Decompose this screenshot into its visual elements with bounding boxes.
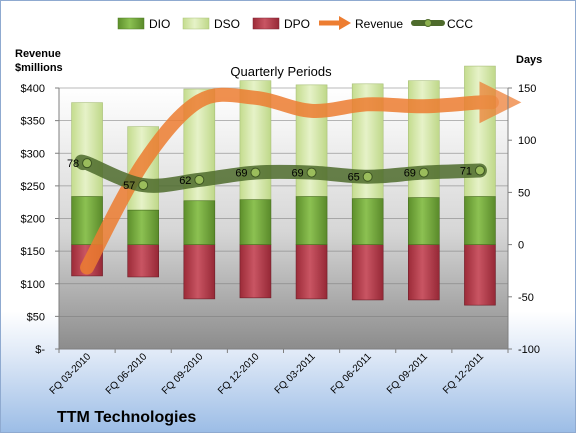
company-name: TTM Technologies (57, 409, 196, 426)
dpo-bar (239, 244, 272, 299)
ccc-point (138, 180, 149, 191)
left-tick-label: $300 (21, 148, 45, 160)
dpo-bar (295, 244, 328, 300)
ccc-point (418, 167, 429, 178)
category-label: FQ 06-2010 (104, 351, 150, 397)
legend: DIO DSO DPO Revenue CCC (117, 16, 473, 31)
right-tick-label: 150 (518, 83, 536, 95)
ccc-point (194, 174, 205, 185)
svg-text:DPO: DPO (284, 17, 310, 31)
right-tick-label: -100 (518, 344, 540, 356)
data-labels: 78 57 62 69 69 65 69 71 (67, 158, 472, 192)
dio-bar (183, 200, 216, 245)
category-label: FQ 03-2011 (273, 351, 318, 396)
left-tick-label: $200 (21, 214, 45, 226)
ccc-point (306, 167, 317, 178)
right-tick-label: 100 (518, 135, 536, 147)
ccc-data-label: 71 (460, 165, 472, 177)
right-tick-label: 50 (518, 187, 530, 199)
line-series (74, 81, 522, 275)
left-tick-label: $150 (21, 246, 45, 258)
ccc-data-label: 57 (123, 180, 135, 192)
category-label: FQ 03-2010 (48, 351, 94, 397)
svg-text:CCC: CCC (447, 17, 473, 31)
category-label: FQ 12-2010 (216, 351, 262, 397)
category-label: FQ 09-2011 (385, 351, 430, 396)
left-axis-title-line2: $millions (15, 62, 63, 74)
left-tick-label: $100 (21, 279, 45, 291)
right-axis-title: Days (516, 54, 542, 66)
dpo-bar (464, 244, 496, 306)
left-tick-label: $400 (21, 83, 45, 95)
left-tick-label: $- (35, 344, 45, 356)
category-label: FQ 06-2011 (329, 351, 374, 396)
dio-bar (127, 209, 159, 245)
dio-bar (464, 196, 496, 245)
dpo-bar (408, 244, 440, 301)
ccc-data-label: 78 (67, 158, 79, 170)
ccc-data-label: 65 (348, 172, 360, 184)
dpo-bar (127, 244, 159, 278)
dio-bar (239, 199, 272, 245)
category-label: FQ 12-2011 (441, 351, 486, 396)
left-tick-label: $350 (21, 116, 45, 128)
ccc-data-label: 69 (291, 168, 303, 180)
legend-item-revenue: Revenue (319, 16, 403, 31)
right-tick-label: 0 (518, 240, 524, 252)
dpo-bar (183, 244, 216, 300)
ccc-point (82, 158, 93, 169)
ccc-data-label: 62 (179, 175, 191, 187)
category-label: FQ 09-2010 (160, 351, 206, 397)
revenue-line (80, 81, 522, 275)
svg-text:Revenue: Revenue (355, 17, 403, 31)
left-axis-title-line1: Revenue (15, 48, 61, 60)
svg-text:DSO: DSO (214, 17, 240, 31)
ccc-data-label: 69 (235, 168, 247, 180)
chart-title: Quarterly Periods (230, 64, 332, 79)
legend-item-dso: DSO (182, 17, 240, 31)
left-tick-label: $250 (21, 181, 45, 193)
legend-item-dio: DIO (117, 17, 170, 31)
dso-bar (71, 102, 103, 197)
ccc-point (362, 171, 373, 182)
right-tick-label: -50 (518, 292, 534, 304)
legend-item-ccc: CCC (411, 17, 473, 31)
dio-bar (351, 198, 384, 245)
dio-bar (408, 197, 440, 245)
ccc-point (474, 165, 485, 176)
ccc-data-label: 69 (404, 168, 416, 180)
ccc-point (250, 167, 261, 178)
dpo-bar (351, 244, 384, 301)
legend-item-dpo: DPO (252, 17, 310, 31)
dio-bar (295, 196, 328, 245)
svg-text:DIO: DIO (149, 17, 170, 31)
left-tick-label: $50 (27, 311, 45, 323)
